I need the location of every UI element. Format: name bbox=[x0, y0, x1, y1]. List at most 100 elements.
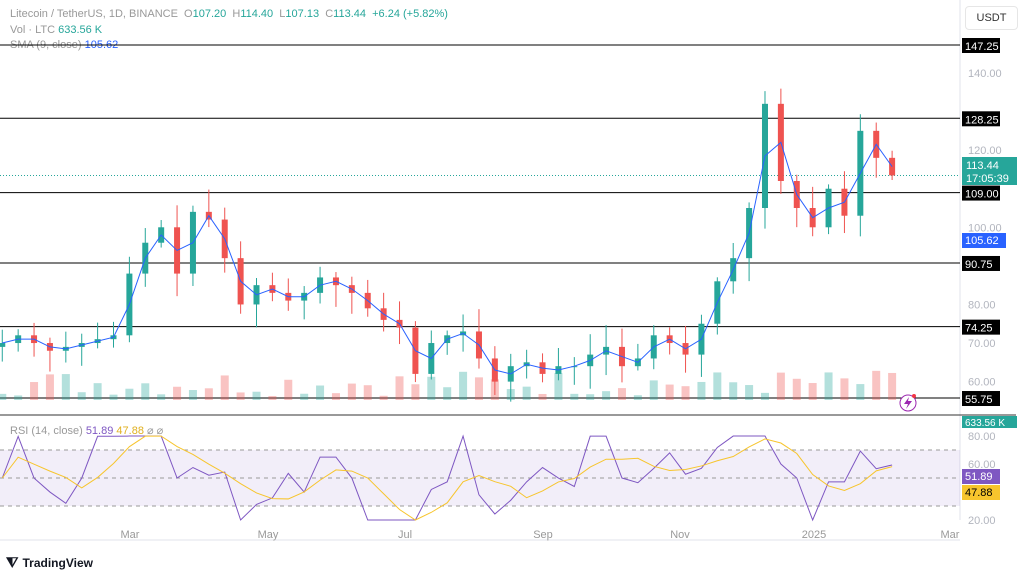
level-label: 147.25 bbox=[965, 41, 999, 53]
rsi-ma-value-label: 47.88 bbox=[965, 487, 993, 499]
volume-bar bbox=[347, 383, 356, 400]
volume-bar bbox=[872, 370, 881, 400]
level-label: 74.25 bbox=[965, 323, 993, 335]
volume-bar bbox=[856, 384, 865, 400]
last-price-label: 113.44 bbox=[966, 160, 999, 172]
spacer bbox=[1003, 403, 1004, 404]
time-label: Jul bbox=[398, 529, 412, 541]
volume-bar bbox=[729, 382, 738, 400]
volume-bar bbox=[157, 394, 166, 400]
sma-line bbox=[2, 141, 893, 375]
sma-label-bg bbox=[962, 233, 1006, 248]
level-label: 109.00 bbox=[965, 189, 999, 201]
countdown-label: 17:05:39 bbox=[966, 173, 1009, 185]
volume-bar bbox=[109, 394, 118, 400]
volume-bar bbox=[379, 395, 388, 400]
rsi-ma-label-bg bbox=[962, 485, 1000, 500]
volume-bar bbox=[363, 385, 372, 400]
price-tick: 60.00 bbox=[968, 377, 996, 389]
rsi-tick: 60.00 bbox=[968, 459, 996, 471]
volume-bar bbox=[427, 376, 436, 400]
price-tick: 100.00 bbox=[968, 222, 1002, 234]
volume-bar bbox=[570, 393, 579, 400]
volume-bar bbox=[236, 392, 245, 400]
volume-bar bbox=[252, 391, 261, 400]
volume-bar bbox=[284, 379, 293, 400]
volume-bar bbox=[602, 391, 611, 400]
rsi-label-bg bbox=[962, 469, 1000, 484]
lightning-icon-glyph bbox=[904, 397, 912, 409]
price-tick: 80.00 bbox=[968, 299, 996, 311]
price-tick: 140.00 bbox=[968, 68, 1002, 80]
volume-bar bbox=[522, 386, 531, 400]
volume-bar bbox=[538, 393, 547, 400]
volume-legend: Vol · LTC 633.56 K bbox=[10, 24, 103, 36]
volume-bar bbox=[824, 372, 833, 400]
spacer bbox=[1002, 398, 1018, 399]
price-tick: 70.00 bbox=[968, 338, 996, 350]
volume-bar bbox=[30, 382, 39, 400]
volume-bar bbox=[745, 385, 754, 400]
volume-bar bbox=[188, 390, 197, 400]
volume-bar bbox=[665, 384, 674, 400]
volume-bar bbox=[649, 380, 658, 400]
volume-bar bbox=[204, 388, 213, 400]
volume-bar bbox=[141, 383, 150, 400]
volume-bar bbox=[633, 395, 642, 400]
volume-bar bbox=[681, 386, 690, 400]
volume-bar bbox=[713, 372, 722, 400]
volume-bar bbox=[776, 372, 785, 400]
level-label-bg bbox=[962, 319, 1000, 335]
volume-bar bbox=[586, 394, 595, 400]
time-label: Mar bbox=[941, 529, 960, 541]
volume-bar bbox=[45, 374, 54, 400]
volume-bar bbox=[77, 392, 86, 400]
rsi-legend: RSI (14, close) 51.89 47.88 ⌀ ⌀ bbox=[10, 425, 164, 437]
volume-bar bbox=[617, 388, 626, 400]
time-label: May bbox=[258, 529, 279, 541]
symbol-legend: Litecoin / TetherUS, 1D, BINANCE O107.20… bbox=[10, 8, 448, 20]
level-label-bg bbox=[962, 38, 1000, 53]
rsi-value-label: 51.89 bbox=[965, 471, 993, 483]
volume-bar bbox=[220, 375, 229, 400]
time-label: Sep bbox=[533, 529, 553, 541]
volume-bar bbox=[268, 395, 277, 400]
volume-bar bbox=[760, 392, 769, 400]
volume-bar bbox=[888, 372, 897, 400]
notification-dot bbox=[912, 394, 916, 398]
volume-bar bbox=[300, 393, 309, 400]
level-label-bg bbox=[962, 111, 1000, 127]
volume-bar bbox=[792, 378, 801, 400]
sma-label: 105.62 bbox=[965, 235, 999, 247]
volume-bar bbox=[474, 377, 483, 400]
volume-bar bbox=[331, 393, 340, 400]
volume-bar bbox=[125, 388, 134, 400]
level-label: 90.75 bbox=[965, 259, 993, 271]
rsi-ma-line bbox=[1, 435, 893, 521]
volume-bar bbox=[173, 386, 182, 400]
candle-body bbox=[0, 343, 6, 347]
rsi-tick: 20.00 bbox=[968, 515, 996, 527]
volume-bar bbox=[808, 383, 817, 400]
volume-bar bbox=[554, 373, 563, 400]
volume-bar bbox=[93, 383, 102, 400]
rsi-tick: 80.00 bbox=[968, 431, 996, 443]
level-label-bg bbox=[962, 391, 1000, 407]
time-label: Nov bbox=[670, 529, 690, 541]
volume-bar bbox=[840, 378, 849, 400]
level-label: 55.75 bbox=[965, 394, 993, 406]
volume-label-bg bbox=[962, 416, 1017, 428]
volume-bar bbox=[14, 395, 23, 400]
level-label: 128.25 bbox=[965, 114, 999, 126]
level-label-bg bbox=[962, 255, 1000, 271]
price-tick: 120.00 bbox=[968, 145, 1002, 157]
last-price-label-bg bbox=[962, 157, 1017, 185]
volume-bar bbox=[459, 371, 468, 400]
volume-bar bbox=[61, 374, 70, 400]
time-label: Mar bbox=[121, 529, 140, 541]
volume-bar bbox=[395, 376, 404, 400]
volume-bar bbox=[316, 385, 325, 400]
currency-button[interactable]: USDT bbox=[965, 6, 1018, 30]
time-label: 2025 bbox=[802, 529, 826, 541]
